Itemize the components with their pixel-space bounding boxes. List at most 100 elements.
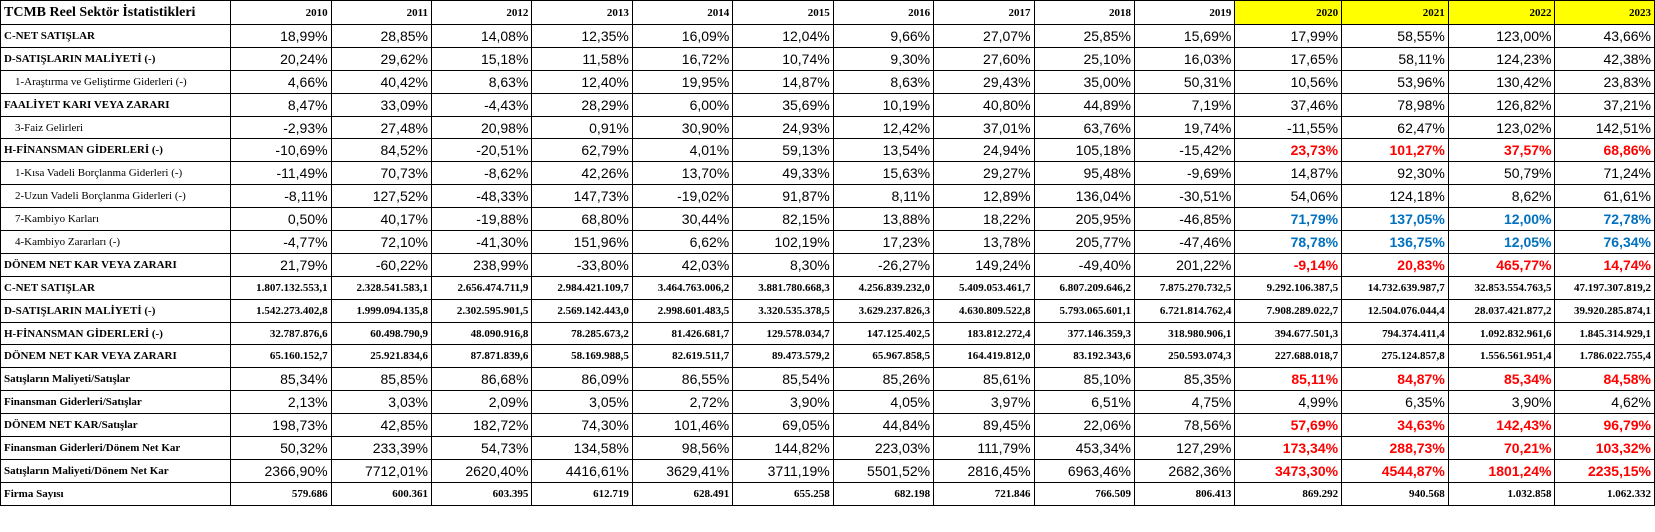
row-label: Satışların Maliyeti/Satışlar [0, 367, 232, 392]
table-cell: 6963,46% [1033, 458, 1135, 483]
table-cell: 794.374.411,4 [1341, 321, 1449, 346]
table-cell: 44,89% [1033, 92, 1135, 117]
row-label: Firma Sayısı [0, 481, 232, 506]
table-cell: 1.807.132.553,1 [230, 275, 332, 300]
table-cell: 20,98% [430, 115, 533, 140]
table-cell: 65.160.152,7 [230, 344, 332, 369]
table-cell: 42,38% [1554, 46, 1655, 71]
table-cell: 15,18% [430, 46, 533, 71]
table-cell: 238,99% [430, 252, 533, 277]
row-label: 2-Uzun Vadeli Borçlanma Giderleri (-) [0, 184, 232, 209]
table-cell: 103,32% [1554, 436, 1655, 460]
row-label: Finansman Giderleri/Dönem Net Kar [0, 436, 232, 460]
table-cell: 2.656.474.711,9 [430, 275, 533, 300]
table-cell: 37,01% [933, 115, 1035, 140]
table-cell: -60,22% [330, 252, 433, 277]
table-cell: 95,48% [1033, 161, 1135, 186]
table-cell: 18,22% [933, 207, 1035, 232]
row-label: FAALİYET KARI VEYA ZARARI [0, 92, 232, 117]
year-header-2023: 2023 [1554, 0, 1655, 25]
table-cell: 173,34% [1234, 436, 1343, 460]
table-cell: -33,80% [531, 252, 633, 277]
table-cell: 1.092.832.961,6 [1447, 321, 1556, 346]
table-cell: 2,72% [631, 390, 734, 415]
table-row: H-FİNANSMAN GİDERLERİ (-) -10,69% 84,52% -2… [0, 138, 1655, 163]
table-cell: -41,30% [430, 230, 533, 254]
table-cell: 61,61% [1554, 184, 1655, 209]
table-cell: 76,34% [1554, 230, 1655, 254]
table-cell: 30,90% [631, 115, 734, 140]
table-cell: 30,44% [631, 207, 734, 232]
table-cell: -47,46% [1133, 230, 1236, 254]
year-header-2019: 2019 [1133, 0, 1236, 25]
table-cell: 142,51% [1554, 115, 1655, 140]
table-cell: 12,00% [1447, 207, 1556, 232]
row-label: H-FİNANSMAN GİDERLERİ (-) [0, 138, 232, 163]
table-cell: 24,94% [933, 138, 1035, 163]
table-cell: 1.542.273.402,8 [230, 298, 332, 323]
table-cell: 3,97% [933, 390, 1035, 415]
table-cell: 4,05% [832, 390, 935, 415]
table-row: C-NET SATIŞLAR 18,99% 28,85% 14,08% 12,35% 16… [0, 24, 1655, 48]
table-cell: 7.875.270.732,5 [1133, 275, 1236, 300]
table-cell: 4416,61% [531, 458, 633, 483]
table-cell: 84,87% [1341, 367, 1449, 392]
table-cell: 21,79% [230, 252, 332, 277]
table-cell: 2620,40% [430, 458, 533, 483]
table-cell: 11,58% [531, 46, 633, 71]
table-cell: 579.686 [230, 481, 332, 506]
table-cell: 37,46% [1234, 92, 1343, 117]
table-cell: -20,51% [430, 138, 533, 163]
table-cell: 8,63% [430, 69, 533, 94]
table-cell: 3.464.763.006,2 [631, 275, 734, 300]
table-cell: 136,75% [1341, 230, 1449, 254]
table-cell: 63,76% [1033, 115, 1135, 140]
table-cell: 1.062.332 [1554, 481, 1655, 506]
table-row: Firma Sayısı 579.686 600.361 603.395 612.719… [0, 481, 1655, 506]
year-header-2020: 2020 [1234, 0, 1343, 25]
table-cell: 7,19% [1133, 92, 1236, 117]
year-header-2021: 2021 [1341, 0, 1449, 25]
table-cell: 12,40% [531, 69, 633, 94]
table-cell: 40,80% [933, 92, 1035, 117]
table-cell: -9,69% [1133, 161, 1236, 186]
table-row: 3-Faiz Gelirleri -2,93% 27,48% 20,98% 0,91% 3… [0, 115, 1655, 140]
row-label: Satışların Maliyeti/Dönem Net Kar [0, 458, 232, 483]
table-cell: 84,58% [1554, 367, 1655, 392]
table-cell: 377.146.359,3 [1033, 321, 1135, 346]
table-cell: 50,32% [230, 436, 332, 460]
table-cell: 12,05% [1447, 230, 1556, 254]
table-cell: 14,74% [1554, 252, 1655, 277]
table-cell: 85,11% [1234, 367, 1343, 392]
table-cell: 603.395 [430, 481, 533, 506]
table-cell: -2,93% [230, 115, 332, 140]
table-cell: 16,09% [631, 24, 734, 48]
table-cell: 33,09% [330, 92, 433, 117]
table-cell: 12.504.076.044,4 [1341, 298, 1449, 323]
table-cell: 43,66% [1554, 24, 1655, 48]
table-cell: 275.124.857,8 [1341, 344, 1449, 369]
table-cell: 82.619.511,7 [631, 344, 734, 369]
table-cell: 394.677.501,3 [1234, 321, 1343, 346]
row-label: H-FİNANSMAN GİDERLERİ (-) [0, 321, 232, 346]
table-cell: 3473,30% [1234, 458, 1343, 483]
table-cell: 2816,45% [933, 458, 1035, 483]
table-cell: 142,43% [1447, 413, 1556, 438]
table-cell: 14,87% [732, 69, 834, 94]
year-header-2016: 2016 [832, 0, 935, 25]
table-cell: 147,73% [531, 184, 633, 209]
table-row: Finansman Giderleri/Dönem Net Kar 50,32% 2… [0, 436, 1655, 460]
table-cell: 2.984.421.109,7 [531, 275, 633, 300]
table-cell: 59,13% [732, 138, 834, 163]
table-cell: 6,51% [1033, 390, 1135, 415]
table-cell: 105,18% [1033, 138, 1135, 163]
table-cell: 4,01% [631, 138, 734, 163]
table-cell: 149,24% [933, 252, 1035, 277]
table-cell: 7.908.289.022,7 [1234, 298, 1343, 323]
row-label: 1-Kısa Vadeli Borçlanma Giderleri (-) [0, 161, 232, 186]
table-cell: 70,73% [330, 161, 433, 186]
table-cell: 20,83% [1341, 252, 1449, 277]
table-cell: 85,34% [230, 367, 332, 392]
year-header-2015: 2015 [732, 0, 834, 25]
table-cell: 27,07% [933, 24, 1035, 48]
